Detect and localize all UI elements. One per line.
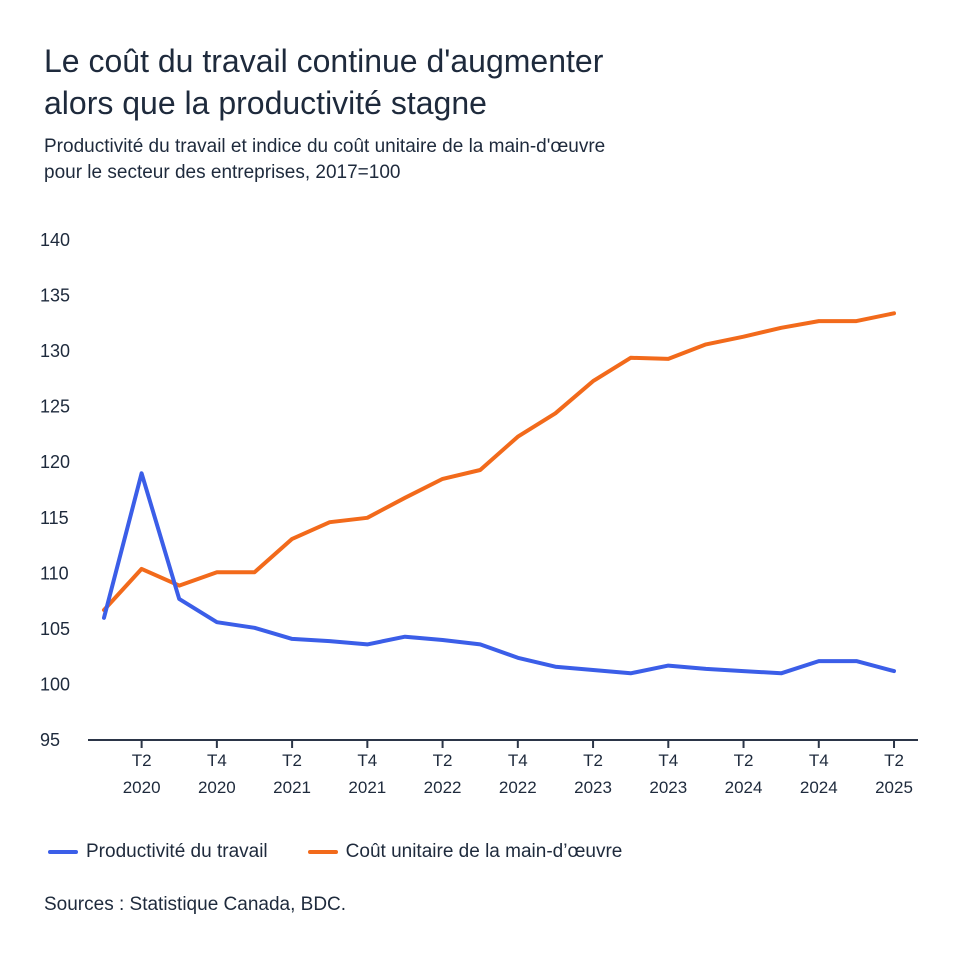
legend-swatch-labor-cost xyxy=(307,850,338,854)
x-tick-quarter-t2-2020: T2 xyxy=(132,751,152,770)
x-tick-quarter-t4-2023: T4 xyxy=(658,751,678,770)
x-tick-year-t4-2020: 2020 xyxy=(198,778,236,797)
x-tick-year-t4-2024: 2024 xyxy=(800,778,838,797)
x-tick-quarter-t2-2021: T2 xyxy=(282,751,302,770)
legend-swatch-productivity xyxy=(48,850,78,854)
x-tick-year-t2-2021: 2021 xyxy=(273,778,311,797)
legend-label-labor-cost: Coût unitaire de la main-d’œuvre xyxy=(345,841,623,862)
legend-label-productivity: Productivité du travail xyxy=(86,841,268,862)
title-line-1: Le coût du travail continue d'augmenter xyxy=(44,43,604,79)
subtitle-line-1: Productivité du travail et indice du coû… xyxy=(44,136,606,157)
x-tick-quarter-t4-2024: T4 xyxy=(809,751,829,770)
x-tick-year-t2-2022: 2022 xyxy=(424,778,462,797)
labor-cost-line xyxy=(102,311,896,612)
series-layer xyxy=(102,311,896,676)
x-axis: T2 2020 T4 2020 T2 2021 T4 2021 T2 2022 T4 2022 T2 20… xyxy=(88,739,918,797)
x-tick-year-t4-2022: 2022 xyxy=(499,778,537,797)
x-tick-year-t4-2023: 2023 xyxy=(649,778,687,797)
x-tick-quarter-t2-2022: T2 xyxy=(433,751,453,770)
productivity-line xyxy=(102,471,896,676)
y-axis: 95 100 105 110 115 120 125 130 135 140 xyxy=(40,230,70,750)
title-line-2: alors que la productivité stagne xyxy=(44,85,487,121)
source-note: Sources : Statistique Canada, BDC. xyxy=(44,894,347,915)
y-tick-label-130: 130 xyxy=(40,341,70,361)
y-tick-label-125: 125 xyxy=(40,397,70,417)
y-tick-label-105: 105 xyxy=(40,619,70,639)
subtitle-line-2: pour le secteur des entreprises, 2017=10… xyxy=(44,162,401,183)
chart-subtitle: Productivité du travail et indice du coû… xyxy=(44,134,904,186)
y-tick-label-110: 110 xyxy=(40,563,69,583)
legend-item-labor-cost: Coût unitaire de la main-d’œuvre xyxy=(307,841,623,863)
y-tick-label-115: 115 xyxy=(40,508,69,528)
x-tick-quarter-t4-2022: T4 xyxy=(508,751,528,770)
y-tick-label-100: 100 xyxy=(40,674,70,694)
y-tick-label-95: 95 xyxy=(40,730,60,750)
y-tick-label-135: 135 xyxy=(40,286,70,306)
x-tick-quarter-t4-2020: T4 xyxy=(207,751,227,770)
y-tick-label-140: 140 xyxy=(40,230,70,250)
legend-item-productivity: Productivité du travail xyxy=(48,841,268,863)
x-tick-quarter-t2-2023: T2 xyxy=(583,751,603,770)
x-tick-year-t4-2021: 2021 xyxy=(348,778,386,797)
y-tick-label-120: 120 xyxy=(40,452,70,472)
x-tick-year-t2-2020: 2020 xyxy=(123,778,161,797)
x-tick-year-t2-2024: 2024 xyxy=(725,778,763,797)
x-tick-quarter-t2-2024: T2 xyxy=(734,751,754,770)
x-tick-year-t2-2025: 2025 xyxy=(875,778,913,797)
x-tick-year-t2-2023: 2023 xyxy=(574,778,612,797)
legend: Productivité du travail Coût unitaire de… xyxy=(48,836,662,868)
chart-title: Le coût du travail continue d'augmenter … xyxy=(44,40,904,124)
x-tick-quarter-t2-2025: T2 xyxy=(884,751,904,770)
x-tick-quarter-t4-2021: T4 xyxy=(357,751,377,770)
